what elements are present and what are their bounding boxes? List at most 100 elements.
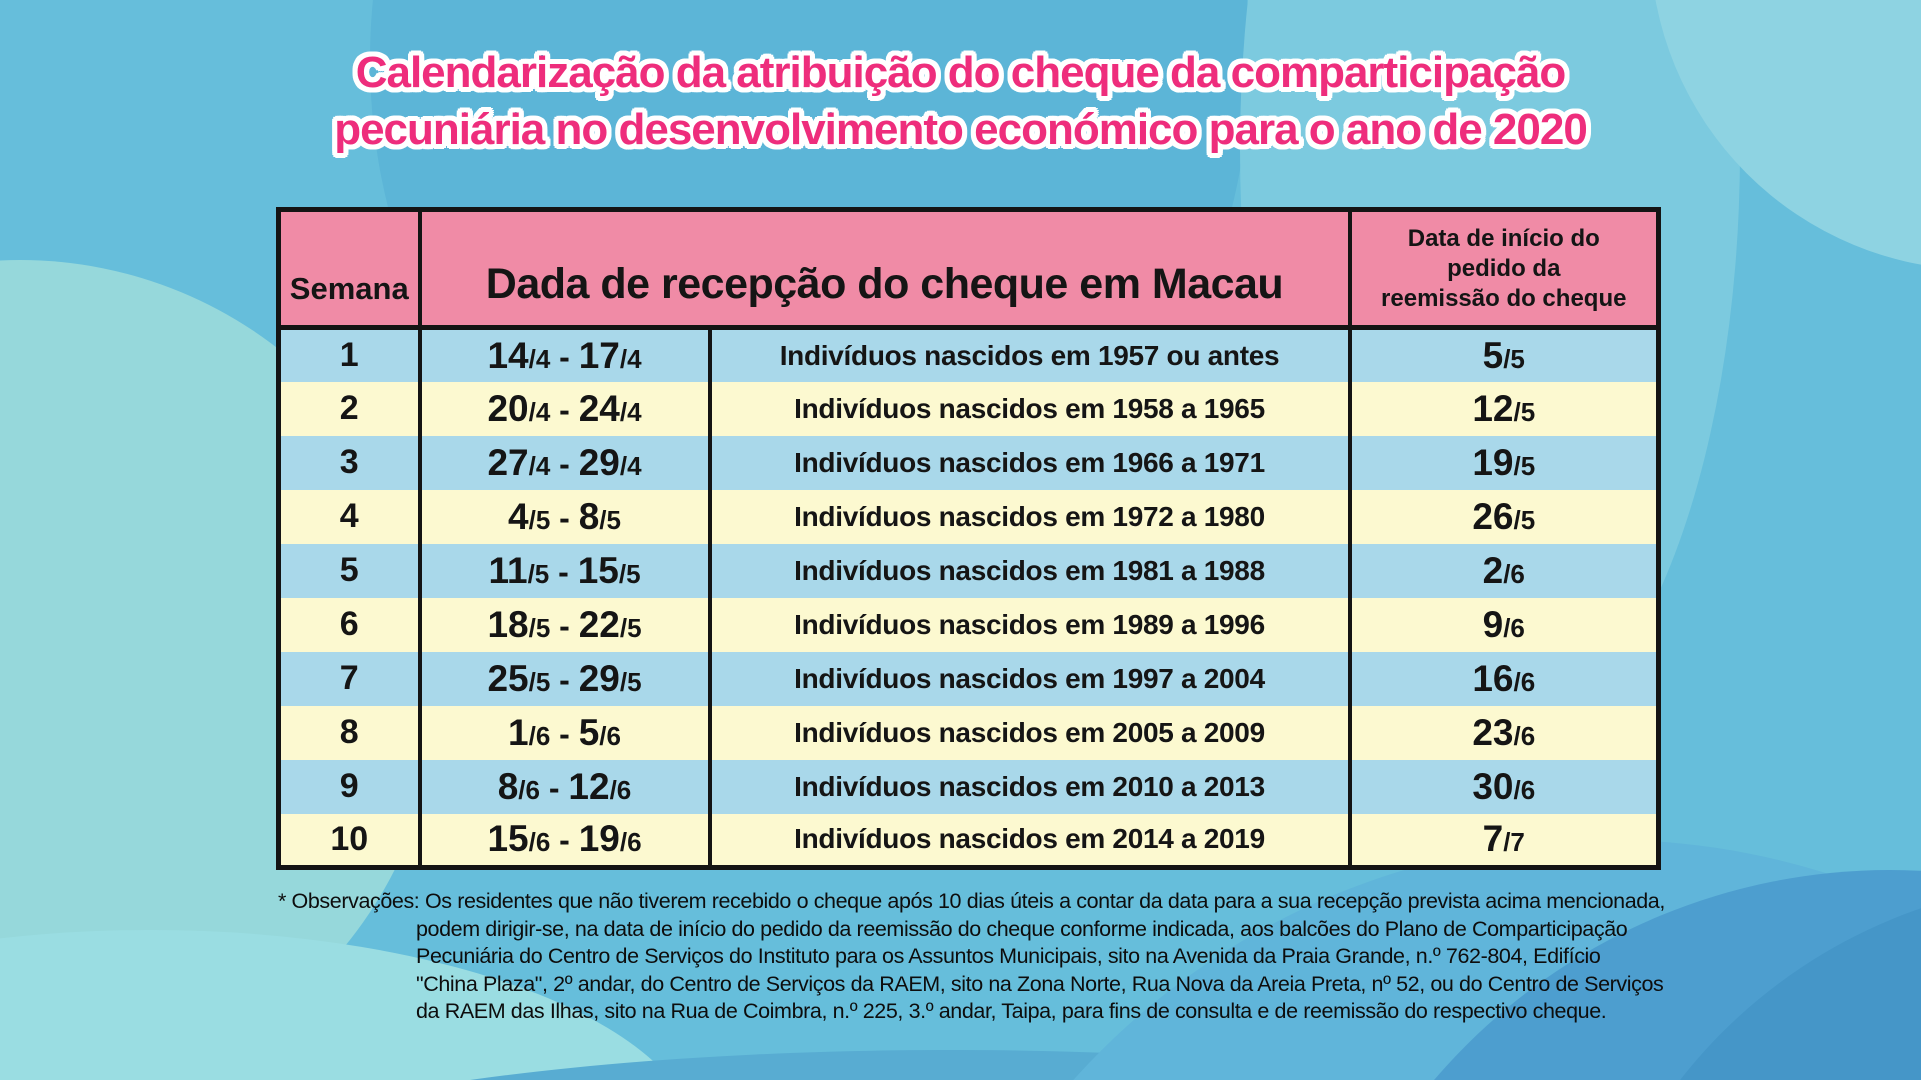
reissue-date: 9/6 <box>1347 597 1659 652</box>
week-number: 7 <box>278 651 420 706</box>
end-month: /5 <box>619 666 642 697</box>
table-row: 8 1/6 - 5/6 Indivíduos nascidos em 2005 a … <box>278 705 1659 760</box>
end-month: /6 <box>609 774 632 805</box>
birth-group: Indivíduos nascidos em 1972 a 1980 <box>707 489 1350 544</box>
reissue-date: 12/5 <box>1347 381 1659 436</box>
end-month: /4 <box>619 343 642 374</box>
week-number: 4 <box>278 489 420 544</box>
reissue-day: 23 <box>1472 711 1514 753</box>
start-day: 15 <box>487 818 529 860</box>
reissue-day: 30 <box>1472 765 1514 807</box>
end-day: 22 <box>578 603 620 645</box>
start-month: /6 <box>528 827 551 858</box>
range-dash: - <box>550 661 579 698</box>
reissue-day: 7 <box>1482 818 1504 860</box>
page-title: Calendarização da atribuição do cheque d… <box>0 44 1921 158</box>
table-row: 5 11/5 - 15/5 Indivíduos nascidos em 1981 … <box>278 543 1659 598</box>
header-week: Semana <box>278 209 420 330</box>
table-row: 4 4/5 - 8/5 Indivíduos nascidos em 1972 a … <box>278 489 1659 544</box>
range-dash: - <box>550 715 579 752</box>
start-day: 25 <box>487 657 529 699</box>
end-month: /6 <box>599 720 621 751</box>
header-row: Semana Dada de recepção do cheque em Mac… <box>278 209 1659 330</box>
reception-date-range: 14/4 - 17/4 <box>417 327 710 382</box>
reissue-month: /6 <box>1513 720 1536 751</box>
table-row: 1 14/4 - 17/4 Indivíduos nascidos em 1957 … <box>278 327 1659 382</box>
end-day: 12 <box>568 765 610 807</box>
footnote-line: * Observações: Os residentes que não tiv… <box>278 889 1665 913</box>
week-number: 1 <box>278 327 420 382</box>
reception-date-range: 4/5 - 8/5 <box>417 489 710 544</box>
reissue-date: 26/5 <box>1347 489 1659 544</box>
reissue-day: 12 <box>1472 387 1514 429</box>
table-row: 9 8/6 - 12/6 Indivíduos nascidos em 2010 a… <box>278 759 1659 814</box>
table-row: 6 18/5 - 22/5 Indivíduos nascidos em 1989 … <box>278 597 1659 652</box>
week-number: 6 <box>278 597 420 652</box>
table-row: 2 20/4 - 24/4 Indivíduos nascidos em 1958 … <box>278 381 1659 436</box>
end-day: 29 <box>578 441 620 483</box>
birth-group: Indivíduos nascidos em 1957 ou antes <box>707 327 1350 382</box>
reissue-date: 30/6 <box>1347 759 1659 814</box>
start-month: /6 <box>518 774 540 805</box>
birth-group: Indivíduos nascidos em 1981 a 1988 <box>707 543 1350 598</box>
end-month: /5 <box>618 558 641 589</box>
end-day: 8 <box>578 495 600 537</box>
reception-date-range: 25/5 - 29/5 <box>417 651 710 706</box>
week-number: 10 <box>278 813 420 868</box>
week-number: 3 <box>278 435 420 490</box>
reissue-day: 2 <box>1482 549 1504 591</box>
reissue-month: /5 <box>1503 343 1525 374</box>
end-day: 24 <box>578 387 620 429</box>
start-month: /5 <box>528 504 551 535</box>
range-dash: - <box>549 553 578 590</box>
reception-date-range: 8/6 - 12/6 <box>417 759 710 814</box>
birth-group: Indivíduos nascidos em 2010 a 2013 <box>707 759 1350 814</box>
reissue-date: 5/5 <box>1347 327 1659 382</box>
end-month: /5 <box>599 504 621 535</box>
end-month: /4 <box>619 396 642 427</box>
range-dash: - <box>550 338 579 375</box>
end-day: 5 <box>578 711 600 753</box>
start-month: /5 <box>528 666 551 697</box>
start-day: 11 <box>488 549 528 591</box>
birth-group: Indivíduos nascidos em 1989 a 1996 <box>707 597 1350 652</box>
table-row: 10 15/6 - 19/6 Indivíduos nascidos em 2014… <box>278 813 1659 868</box>
week-number: 8 <box>278 705 420 760</box>
start-month: /4 <box>528 396 551 427</box>
start-day: 8 <box>497 765 519 807</box>
reissue-day: 16 <box>1472 657 1514 699</box>
footnote-line: podem dirigir-se, na data de início do p… <box>416 916 1628 941</box>
reissue-date: 16/6 <box>1347 651 1659 706</box>
table-row: 3 27/4 - 29/4 Indivíduos nascidos em 1966 … <box>278 435 1659 490</box>
schedule-body: 1 14/4 - 17/4 Indivíduos nascidos em 1957 … <box>278 327 1659 868</box>
reception-date-range: 18/5 - 22/5 <box>417 597 710 652</box>
end-day: 17 <box>578 334 620 376</box>
range-dash: - <box>550 499 579 536</box>
end-day: 29 <box>578 657 620 699</box>
reissue-day: 19 <box>1472 441 1514 483</box>
header-reissue-start-date: Data de início do pedido da reemissão do… <box>1347 209 1659 330</box>
footnote-line: "China Plaza", 2º andar, do Centro de Se… <box>416 971 1664 996</box>
reception-date-range: 1/6 - 5/6 <box>417 705 710 760</box>
reissue-month: /5 <box>1513 396 1536 427</box>
start-day: 1 <box>508 711 529 753</box>
reception-date-range: 27/4 - 29/4 <box>417 435 710 490</box>
end-month: /5 <box>619 612 642 643</box>
start-day: 27 <box>487 441 529 483</box>
start-month: /5 <box>527 558 550 589</box>
reissue-day: 9 <box>1482 603 1504 645</box>
week-number: 2 <box>278 381 420 436</box>
range-dash: - <box>539 769 569 806</box>
end-month: /6 <box>619 827 642 858</box>
reception-date-range: 15/6 - 19/6 <box>417 813 710 868</box>
end-month: /4 <box>619 450 642 481</box>
reissue-day: 26 <box>1472 495 1514 537</box>
week-number: 5 <box>278 543 420 598</box>
range-dash: - <box>550 391 579 428</box>
birth-group: Indivíduos nascidos em 2005 a 2009 <box>707 705 1350 760</box>
birth-group: Indivíduos nascidos em 1958 a 1965 <box>707 381 1350 436</box>
start-day: 4 <box>508 495 529 537</box>
birth-group: Indivíduos nascidos em 1966 a 1971 <box>707 435 1350 490</box>
reissue-month: /6 <box>1503 558 1525 589</box>
